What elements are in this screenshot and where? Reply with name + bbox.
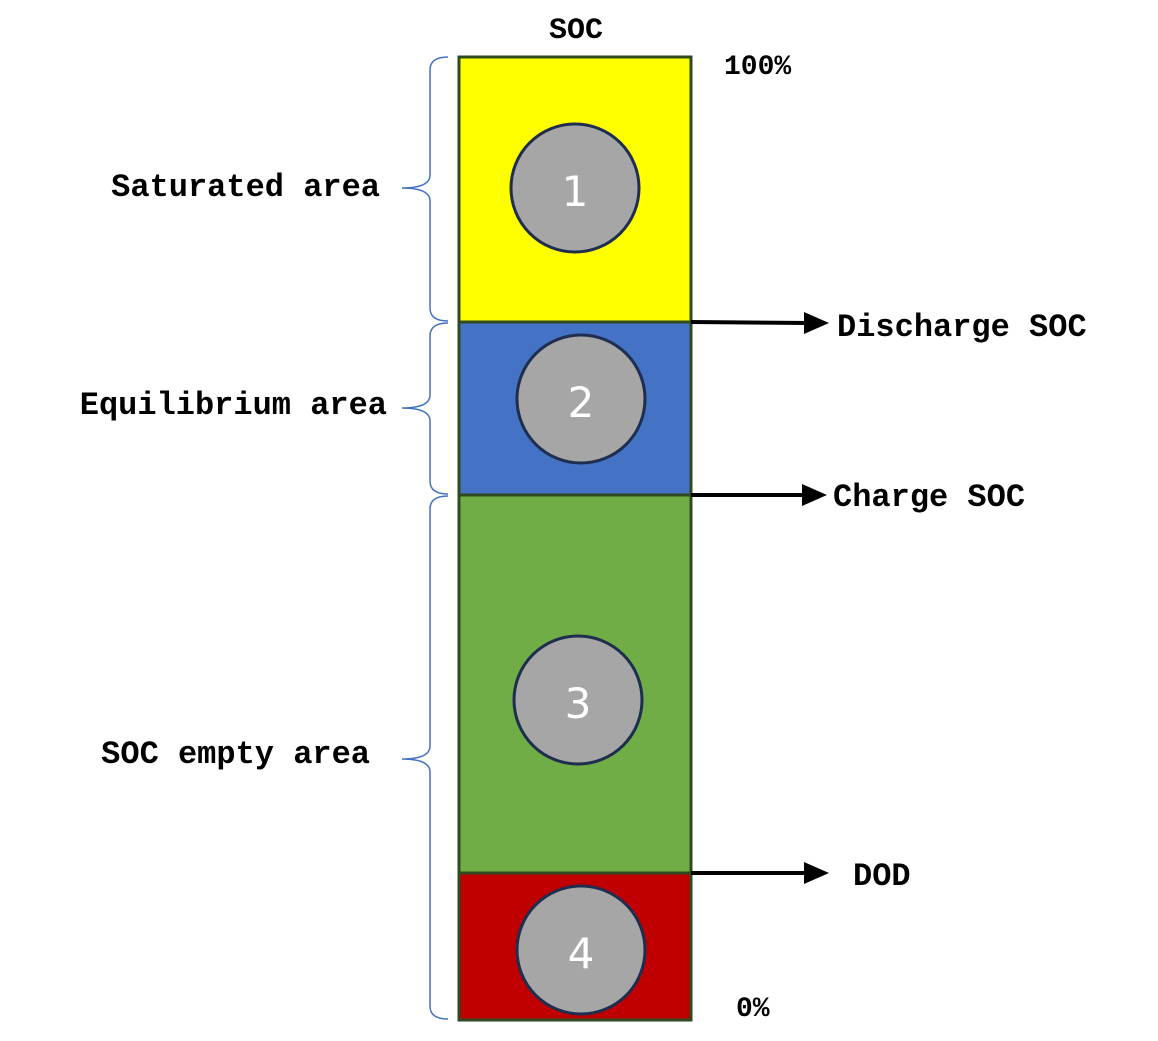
marker-number-4: 4 <box>568 929 595 978</box>
marker-circle-4 <box>515 884 647 1016</box>
arrow-discharge-soc <box>690 312 829 334</box>
marker-4: 4 <box>515 884 647 1016</box>
area-label-saturated: Saturated area <box>111 169 380 206</box>
top-percent-label: 100% <box>724 52 791 83</box>
marker-2: 2 <box>515 333 647 465</box>
threshold-label-dod: DOD <box>853 858 911 895</box>
bottom-percent-label: 0% <box>736 994 770 1025</box>
threshold-label-charge-soc: Charge SOC <box>833 479 1025 516</box>
marker-1: 1 <box>509 122 641 254</box>
marker-number-1: 1 <box>562 167 589 216</box>
arrow-discharge-soc-shaft <box>690 320 809 325</box>
arrow-charge-soc <box>691 484 827 506</box>
arrow-discharge-soc-head <box>804 312 829 334</box>
brace-equilibrium <box>401 322 449 495</box>
marker-circle-2 <box>515 333 647 465</box>
marker-number-2: 2 <box>568 378 595 427</box>
bar-title: SOC <box>549 14 603 48</box>
arrow-charge-soc-head <box>802 484 827 506</box>
marker-circle-3 <box>512 634 644 766</box>
threshold-label-discharge-soc: Discharge SOC <box>837 309 1087 346</box>
marker-circle-1 <box>509 122 641 254</box>
marker-3: 3 <box>512 634 644 766</box>
arrow-dod-head <box>804 862 829 884</box>
brace-soc-empty <box>401 495 449 1020</box>
arrow-dod <box>691 862 829 884</box>
area-label-soc-empty: SOC empty area <box>101 736 370 773</box>
area-label-equilibrium: Equilibrium area <box>80 387 387 424</box>
brace-saturated <box>401 56 449 322</box>
marker-number-3: 3 <box>565 679 592 728</box>
